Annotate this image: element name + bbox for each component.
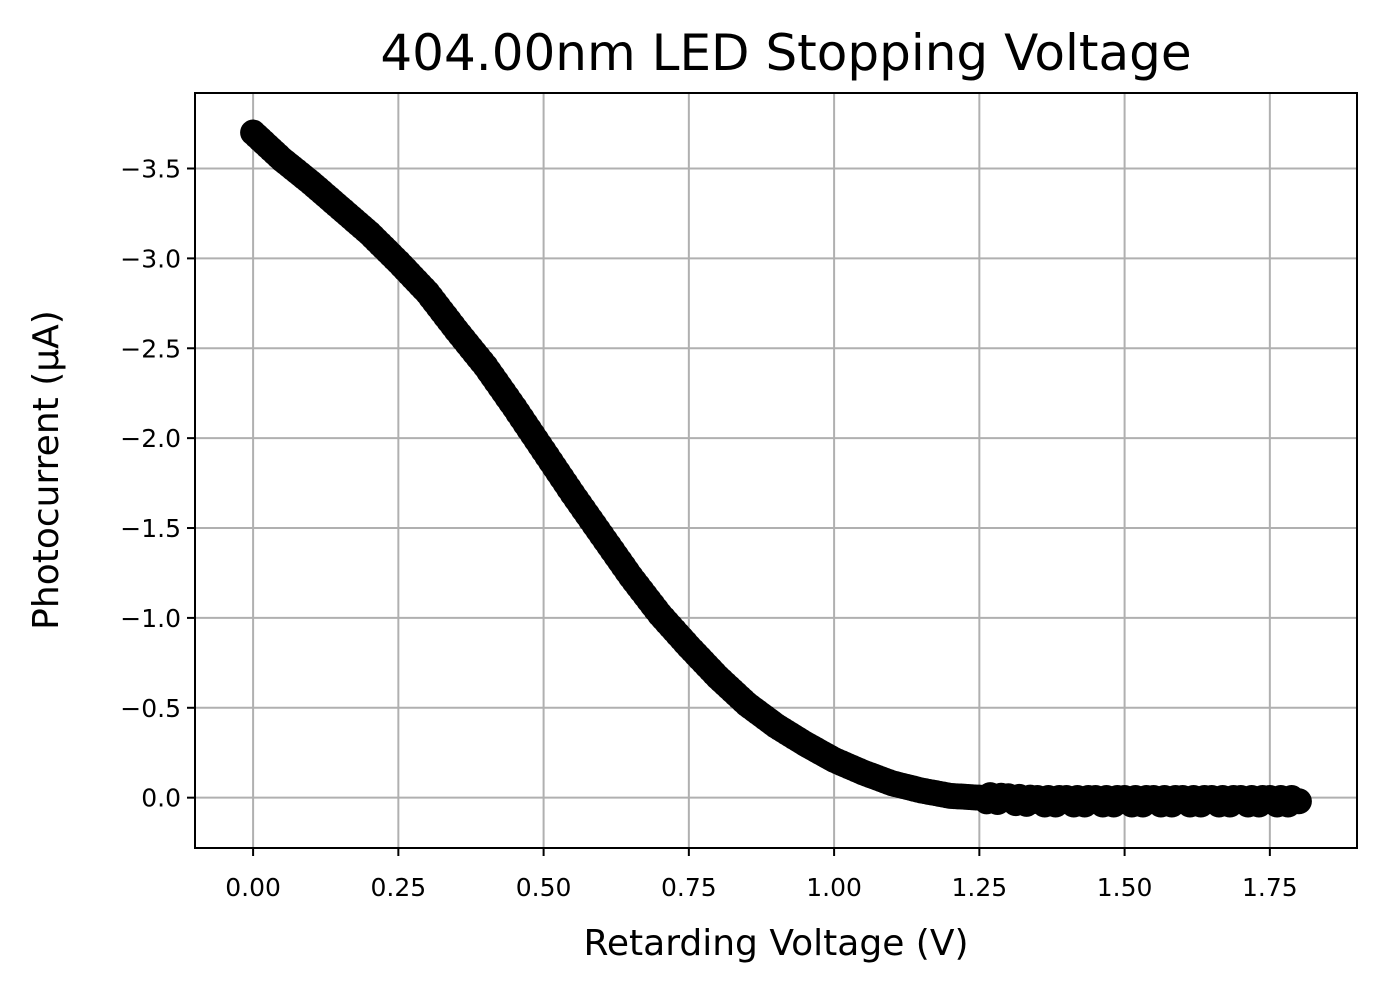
- x-tick-label: 0.75: [661, 873, 717, 902]
- x-tick-label: 1.50: [1097, 873, 1153, 902]
- y-tick-label: −2.0: [120, 424, 181, 453]
- x-tick-label: 0.00: [225, 873, 281, 902]
- x-axis-label: Retarding Voltage (V): [583, 923, 968, 964]
- x-tick-label: 1.75: [1242, 873, 1298, 902]
- y-ticks: 0.0 −0.5 −1.0 −1.5 −2.0 −2.5 −3.0 −3.5: [120, 155, 195, 813]
- x-tick-label: 1.25: [952, 873, 1008, 902]
- x-tick-label: 0.25: [371, 873, 427, 902]
- y-tick-label: 0.0: [141, 784, 181, 813]
- chart-title: 404.00nm LED Stopping Voltage: [380, 24, 1191, 82]
- grid: [195, 93, 1357, 848]
- y-tick-label: −3.0: [120, 244, 181, 273]
- y-tick-label: −3.5: [120, 155, 181, 184]
- x-tick-label: 1.00: [806, 873, 862, 902]
- y-axis-label: Photocurrent (μA): [26, 310, 67, 630]
- x-ticks: 0.00 0.25 0.50 0.75 1.00 1.25 1.50 1.75: [225, 848, 1298, 902]
- plot-frame: [194, 92, 1358, 849]
- y-tick-label: −2.5: [120, 334, 181, 363]
- data-point: [1285, 788, 1312, 815]
- y-tick-label: −1.0: [120, 604, 181, 633]
- x-tick-label: 0.50: [516, 873, 572, 902]
- y-tick-label: −1.5: [120, 514, 181, 543]
- y-tick-label: −0.5: [120, 694, 181, 723]
- data-points: [240, 119, 1312, 818]
